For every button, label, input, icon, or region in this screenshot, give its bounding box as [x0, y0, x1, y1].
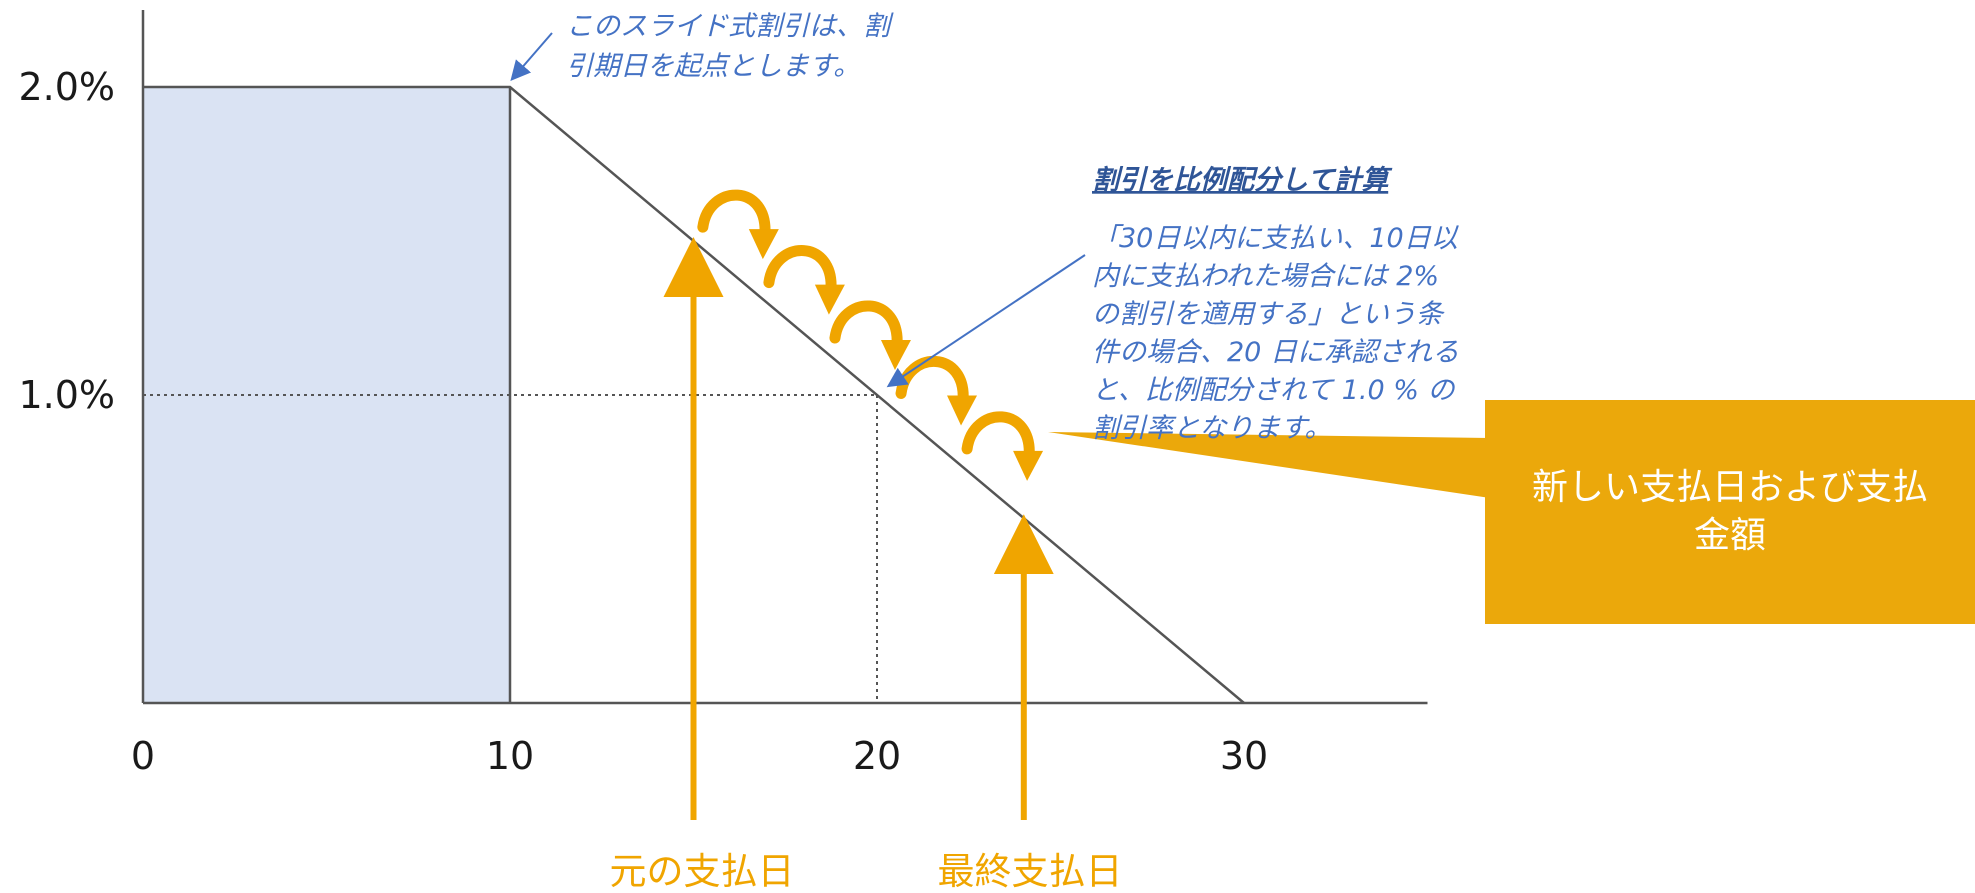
calc-note-line: 「30日以内に支払い、10日以 — [1092, 223, 1460, 254]
curl-arrow — [829, 300, 903, 352]
y-tick-label: 2.0% — [18, 65, 115, 109]
top-note-pointer — [510, 32, 553, 82]
callout-text: 新しい支払日および支払金額 — [1531, 467, 1928, 556]
curl-arrow-head — [814, 284, 845, 315]
calc-note-line: 割引率となります。 — [1092, 413, 1332, 444]
top-note-line-2: 引期日を起点とします。 — [566, 51, 860, 82]
final-pay-date-label: 最終支払日 — [938, 850, 1123, 893]
curl-arrow-head — [880, 340, 911, 371]
curl-arrow — [763, 245, 837, 297]
original-pay-date-label: 元の支払日 — [610, 850, 795, 893]
curl-arrow-head — [947, 395, 978, 426]
sliding-discount-curl-arrows — [697, 189, 1044, 481]
curl-arrow — [895, 355, 969, 407]
calc-note-heading: 割引を比例配分して計算 — [1092, 165, 1393, 196]
top-note-line-1: このスライド式割引は、割 — [566, 11, 894, 42]
curl-arrow — [697, 189, 771, 241]
curl-arrow-head — [748, 229, 779, 260]
curl-arrow-head — [1013, 450, 1044, 481]
discount-rate-line — [143, 85, 1245, 704]
new-payment-callout: 新しい支払日および支払金額 — [1485, 400, 1975, 624]
y-tick-label: 1.0% — [18, 373, 115, 417]
calc-note-line: 件の場合、20 日に承認される — [1092, 337, 1459, 368]
calc-note-line: の割引を適用する」という条 — [1092, 299, 1445, 330]
calc-note-line: 内に支払われた場合には 2% — [1092, 261, 1439, 292]
x-tick-label: 20 — [853, 734, 901, 778]
callout-pointer — [1048, 432, 1490, 498]
x-tick-label: 0 — [131, 734, 155, 778]
calc-note-line: と、比例配分されて 1.0 % の — [1092, 375, 1456, 406]
x-tick-label: 30 — [1220, 734, 1268, 778]
x-tick-label: 10 — [486, 734, 534, 778]
calc-note-pointer — [886, 254, 1086, 388]
curl-arrow — [961, 411, 1035, 463]
x-tick-labels: 0 10 20 30 — [131, 734, 1268, 778]
y-tick-labels: 2.0% 1.0% — [18, 65, 115, 417]
